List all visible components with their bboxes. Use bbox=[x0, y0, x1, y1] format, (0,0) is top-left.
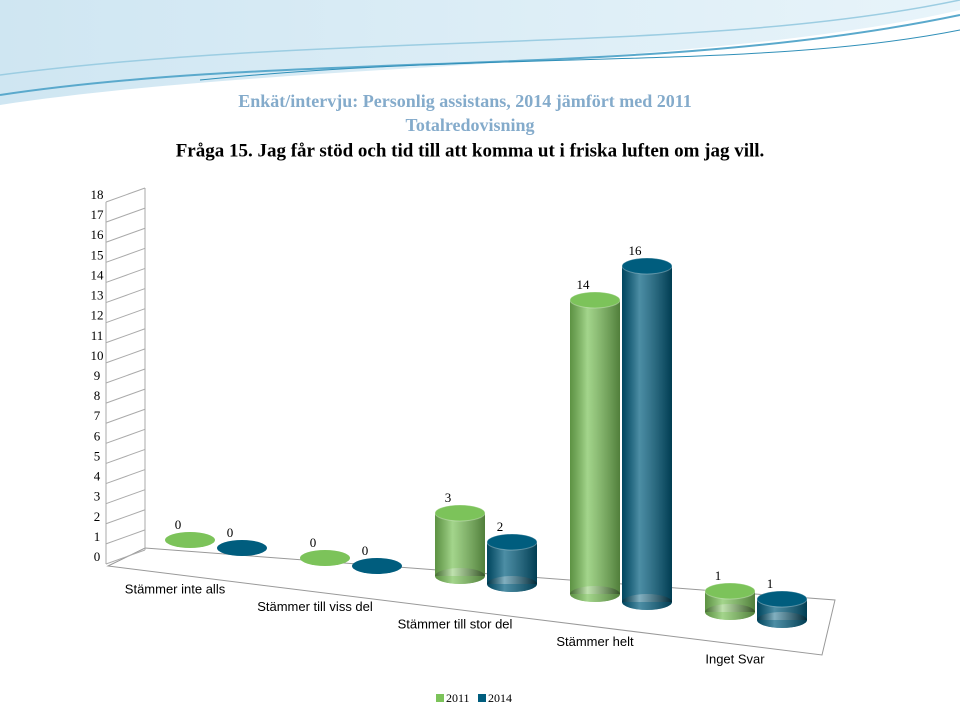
grid-line bbox=[105, 227, 146, 243]
grid-line bbox=[105, 368, 146, 384]
bar bbox=[352, 558, 402, 574]
grid-line bbox=[105, 308, 146, 324]
x-tick-label: Inget Svar bbox=[705, 651, 765, 666]
data-label: 1 bbox=[767, 576, 774, 591]
bar bbox=[300, 550, 350, 566]
data-label: 0 bbox=[362, 543, 369, 558]
grid-line bbox=[105, 469, 146, 485]
y-tick-label: 4 bbox=[94, 469, 101, 484]
bar-shade bbox=[570, 300, 620, 594]
bar-shade bbox=[757, 612, 807, 628]
grid-line bbox=[105, 549, 146, 565]
y-tick-label: 5 bbox=[94, 448, 101, 463]
bar-top bbox=[621, 257, 673, 275]
grid-line bbox=[105, 187, 146, 203]
y-tick-label: 8 bbox=[94, 388, 101, 403]
y-tick-label: 2 bbox=[94, 509, 101, 524]
y-tick-label: 12 bbox=[91, 308, 104, 323]
grid-line bbox=[105, 428, 146, 444]
bar-shade bbox=[435, 568, 485, 584]
legend-label: 2014 bbox=[488, 691, 512, 705]
bar-top bbox=[486, 533, 538, 551]
bar-top bbox=[434, 504, 486, 522]
bar-shade bbox=[570, 586, 620, 602]
bar bbox=[165, 532, 215, 548]
data-label: 0 bbox=[310, 535, 317, 550]
x-tick-label: Stämmer till viss del bbox=[257, 599, 373, 614]
y-tick-label: 14 bbox=[91, 267, 105, 282]
y-tick-label: 11 bbox=[91, 328, 104, 343]
data-label: 1 bbox=[715, 568, 722, 583]
bar-shade bbox=[622, 594, 672, 610]
data-label: 0 bbox=[227, 525, 234, 540]
question: Fråga 15. Jag får stöd och tid till att … bbox=[176, 140, 765, 161]
y-tick-label: 1 bbox=[94, 529, 101, 544]
grid-line bbox=[105, 489, 146, 505]
grid-line bbox=[105, 509, 146, 525]
legend-label: 2011 bbox=[446, 691, 470, 705]
y-tick-label: 0 bbox=[94, 549, 101, 564]
grid-line bbox=[105, 448, 146, 464]
y-tick-label: 17 bbox=[91, 207, 105, 222]
y-tick-label: 7 bbox=[94, 408, 101, 423]
grid-line bbox=[105, 529, 146, 545]
bar-top bbox=[704, 582, 756, 600]
grid-line bbox=[105, 207, 146, 223]
data-label: 14 bbox=[577, 277, 591, 292]
y-tick-label: 9 bbox=[94, 368, 101, 383]
bar-top bbox=[569, 291, 621, 309]
data-label: 16 bbox=[629, 243, 643, 258]
data-label: 3 bbox=[445, 490, 452, 505]
grid-line bbox=[105, 247, 146, 263]
y-tick-label: 16 bbox=[91, 227, 105, 242]
legend-swatch bbox=[478, 694, 486, 702]
grid-line bbox=[105, 388, 146, 404]
bar-top bbox=[756, 590, 808, 608]
y-tick-label: 6 bbox=[94, 428, 101, 443]
bar-shade bbox=[435, 513, 485, 576]
x-tick-label: Stämmer helt bbox=[556, 634, 634, 649]
data-label: 0 bbox=[175, 517, 182, 532]
legend-swatch bbox=[436, 694, 444, 702]
y-tick-label: 15 bbox=[91, 247, 104, 262]
chart-title: Enkät/intervju: Personlig assistans, 201… bbox=[238, 91, 692, 111]
data-label: 2 bbox=[497, 519, 504, 534]
bar-shade bbox=[622, 266, 672, 602]
grid-line bbox=[105, 288, 146, 304]
x-tick-label: Stämmer till stor del bbox=[398, 616, 513, 631]
x-tick-label: Stämmer inte alls bbox=[125, 581, 226, 596]
header-decoration bbox=[0, 0, 960, 105]
y-tick-label: 10 bbox=[91, 348, 104, 363]
bar-shade bbox=[705, 604, 755, 620]
grid-line bbox=[105, 408, 146, 424]
y-tick-label: 18 bbox=[91, 187, 104, 202]
grid-line bbox=[105, 328, 146, 344]
grid-line bbox=[105, 267, 146, 283]
bar-shade bbox=[487, 576, 537, 592]
y-tick-label: 3 bbox=[94, 489, 101, 504]
grid-line bbox=[105, 348, 146, 364]
y-tick-label: 13 bbox=[91, 288, 104, 303]
bar bbox=[217, 540, 267, 556]
chart-subtitle: Totalredovisning bbox=[405, 115, 534, 135]
